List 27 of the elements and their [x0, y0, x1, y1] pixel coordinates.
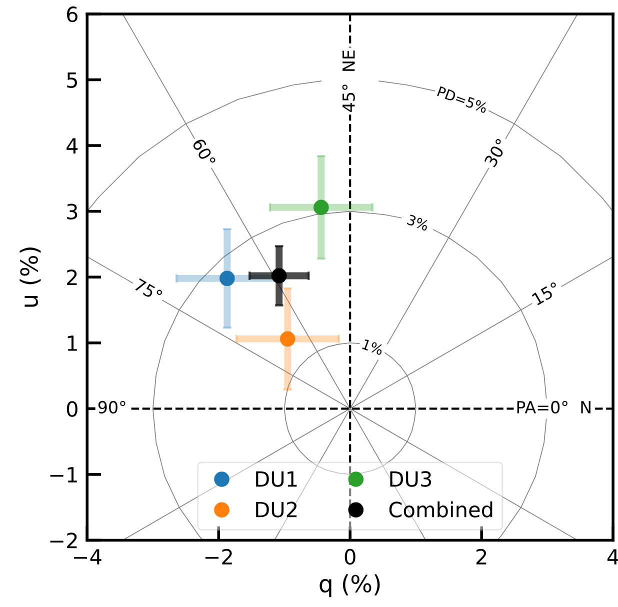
- text: 3%: [406, 214, 430, 232]
- legend-label: DU2: [256, 502, 297, 518]
- ref-line-label: 45° NE: [342, 50, 355, 112]
- text: 1%: [362, 338, 384, 356]
- y-tick-label: 5: [67, 72, 77, 88]
- x-tick-label: −2: [205, 548, 232, 564]
- x-tick-label: −4: [74, 549, 102, 564]
- annotation: 15°: [532, 282, 560, 306]
- annotation: 90°: [98, 400, 126, 414]
- annotation: 60°: [192, 138, 216, 168]
- legend-label: DU1: [256, 471, 297, 487]
- y-tick-label: −1: [50, 467, 77, 482]
- legend-label: Combined: [389, 501, 492, 518]
- x-tick-label: 2: [476, 548, 486, 564]
- legend-label: DU3: [390, 471, 432, 487]
- y-tick-label: 3: [67, 204, 78, 220]
- y-tick-label: −2: [50, 532, 77, 548]
- y-tick-label: 4: [66, 138, 78, 154]
- y-tick-label: 6: [67, 6, 78, 22]
- y-tick-label: 0: [66, 401, 78, 417]
- annotation: 75°: [134, 278, 163, 302]
- y-tick-label: 2: [67, 270, 77, 286]
- x-tick-label: 0: [344, 548, 356, 565]
- y-tick-label: 1: [68, 336, 77, 351]
- ref-line-label: PA=0° N: [517, 400, 590, 414]
- y-axis-title: u (%): [20, 247, 41, 307]
- x-axis-title: q (%): [320, 574, 380, 598]
